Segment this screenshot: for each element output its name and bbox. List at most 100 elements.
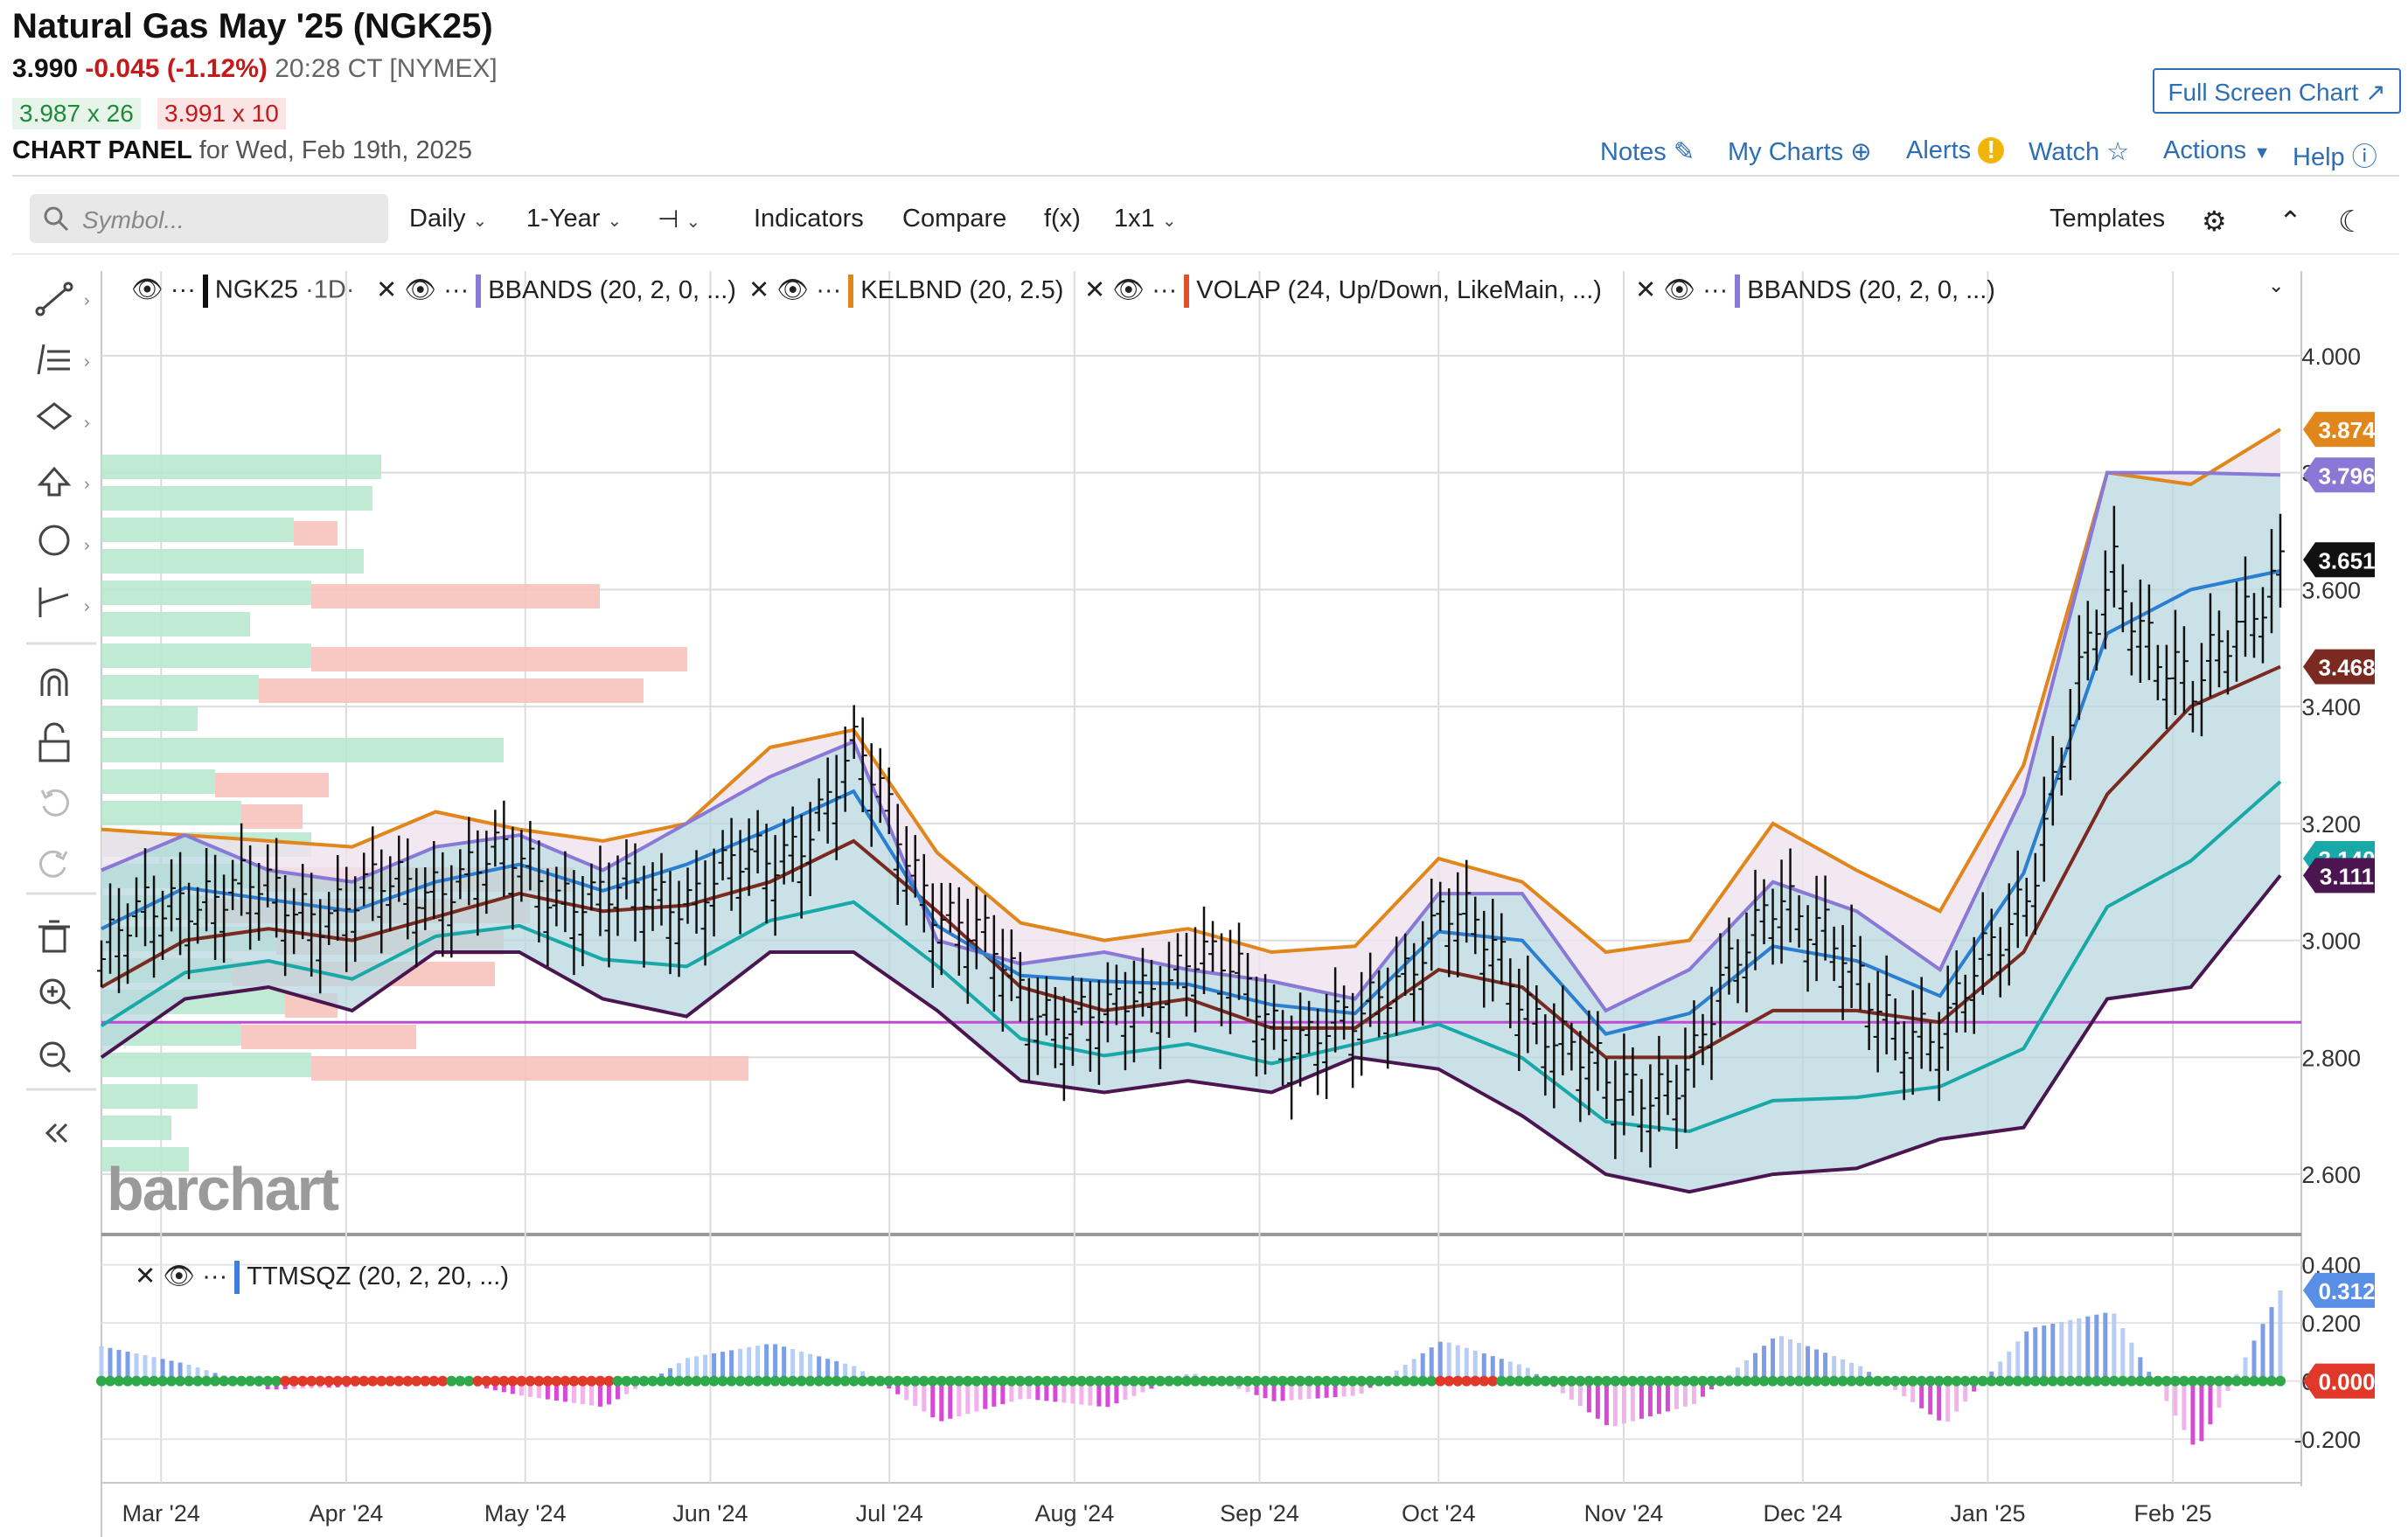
collapse-toolbar-icon[interactable]	[45, 1123, 68, 1144]
function-button[interactable]: f(x)	[1044, 205, 1081, 233]
trash-icon[interactable]	[38, 920, 70, 953]
momentum-bar	[2199, 1381, 2204, 1442]
legend-study-1[interactable]: ✕ 👁 ··· BBANDS (20, 2, 0, ...)	[376, 275, 736, 309]
eye-icon[interactable]: 👁	[131, 275, 164, 304]
watch-button[interactable]: Watch ☆	[2029, 136, 2129, 167]
shape-tool-icon[interactable]	[36, 402, 73, 430]
squeeze-dot	[909, 1375, 921, 1387]
legend-lower-study[interactable]: ✕ 👁 ··· TTMSQZ (20, 2, 20, ...)	[135, 1261, 509, 1295]
notes-button[interactable]: Notes ✎	[1600, 136, 1695, 167]
squeeze-dot	[874, 1375, 886, 1387]
close-icon[interactable]: ✕	[1635, 276, 1657, 304]
actions-menu[interactable]: Actions ▼	[2163, 136, 2271, 165]
unlock-icon[interactable]	[38, 722, 70, 762]
momentum-bar	[1841, 1359, 1846, 1381]
momentum-bar	[843, 1363, 848, 1381]
squeeze-dot	[647, 1375, 658, 1387]
squeeze-dot	[1356, 1375, 1368, 1387]
squeeze-dot	[1365, 1375, 1376, 1387]
squeeze-dot	[1400, 1375, 1411, 1387]
zoom-in-icon[interactable]	[39, 978, 72, 1011]
chart-type-select[interactable]: ⊣ ⌄	[658, 205, 700, 234]
legend-study-3[interactable]: ✕ 👁 ··· VOLAP (24, Up/Down, LikeMain, ..…	[1084, 275, 1602, 309]
compare-button[interactable]: Compare	[902, 205, 1007, 233]
legend-expand-icon[interactable]: ⌄	[2268, 275, 2285, 296]
eye-icon[interactable]: 👁	[1663, 276, 1696, 304]
arrow-tool-icon[interactable]	[37, 466, 72, 497]
squeeze-dot	[1881, 1375, 1892, 1387]
more-icon[interactable]: ···	[436, 276, 477, 304]
momentum-bar	[606, 1381, 611, 1405]
line-tool-icon[interactable]	[35, 282, 73, 316]
squeeze-dot	[1811, 1375, 1822, 1387]
redo-icon[interactable]	[39, 850, 68, 878]
momentum-bar	[817, 1356, 822, 1381]
more-icon[interactable]: ···	[1695, 276, 1736, 304]
more-icon[interactable]: ···	[163, 275, 203, 304]
squeeze-dot	[1190, 1375, 1201, 1387]
close-icon[interactable]: ✕	[376, 276, 398, 304]
squeeze-dot	[1479, 1375, 1490, 1387]
dark-mode-icon[interactable]: ☾	[2338, 205, 2365, 239]
momentum-bar	[1963, 1381, 1968, 1402]
magnet-icon[interactable]	[40, 668, 68, 696]
squeeze-dot	[332, 1375, 344, 1387]
squeeze-dot	[2231, 1375, 2242, 1387]
momentum-bar	[108, 1347, 113, 1381]
eye-icon[interactable]: 👁	[404, 276, 437, 304]
squeeze-dot	[586, 1375, 597, 1387]
momentum-bar	[1832, 1356, 1837, 1381]
squeeze-dot	[2108, 1375, 2119, 1387]
keltner-upper-line	[101, 428, 2282, 955]
momentum-bar	[755, 1346, 761, 1381]
more-icon[interactable]: ···	[1145, 276, 1185, 304]
momentum-bar	[782, 1346, 787, 1381]
bbands-upper-line	[101, 470, 2281, 1013]
range-select[interactable]: 1-Year ⌄	[526, 205, 622, 233]
legend-study-2[interactable]: ✕ 👁 ··· KELBND (20, 2.5)	[748, 275, 1063, 309]
number-tool-icon[interactable]	[38, 525, 70, 556]
momentum-bar	[125, 1351, 130, 1381]
symbol-search-input[interactable]	[30, 194, 388, 243]
volume-down-bar	[241, 804, 303, 829]
squeeze-dot	[1137, 1375, 1148, 1387]
close-icon[interactable]: ✕	[748, 276, 770, 304]
zoom-out-icon[interactable]	[39, 1041, 72, 1074]
squeeze-dot	[743, 1375, 755, 1387]
squeeze-dot	[1645, 1375, 1656, 1387]
more-icon[interactable]: ···	[809, 276, 849, 304]
momentum-bar	[834, 1360, 839, 1381]
my-charts-button[interactable]: My Charts ⊕	[1728, 136, 1872, 167]
squeeze-dot	[1312, 1375, 1324, 1387]
squeeze-dot	[2073, 1375, 2084, 1387]
close-icon[interactable]: ✕	[1084, 276, 1106, 304]
squeeze-dot	[734, 1375, 746, 1387]
fib-tool-icon[interactable]	[37, 344, 70, 375]
interval-select[interactable]: Daily ⌄	[409, 205, 487, 233]
alerts-button[interactable]: Alerts !	[1906, 136, 2005, 165]
eye-icon[interactable]: 👁	[1112, 276, 1145, 304]
undo-icon[interactable]	[40, 789, 69, 817]
x-tick-label: Apr '24	[310, 1500, 384, 1527]
full-screen-chart-button[interactable]: Full Screen Chart ↗	[2153, 68, 2401, 114]
collapse-up-icon[interactable]: ⌃	[2279, 205, 2302, 237]
legend-symbol[interactable]: 👁 ··· NGK25 ·1D·	[131, 275, 354, 308]
layout-select[interactable]: 1x1 ⌄	[1114, 205, 1177, 233]
squeeze-dot	[962, 1375, 973, 1387]
templates-button[interactable]: Templates	[2050, 205, 2166, 233]
indicators-button[interactable]: Indicators	[754, 205, 864, 233]
squeeze-dot	[1093, 1375, 1104, 1387]
eye-icon[interactable]: 👁	[776, 276, 810, 304]
squeeze-dot	[2265, 1375, 2277, 1387]
panel-title: CHART PANEL	[12, 136, 192, 164]
gear-icon[interactable]: ⚙	[2202, 205, 2227, 237]
eye-icon[interactable]: 👁	[163, 1262, 196, 1290]
more-icon[interactable]: ···	[195, 1262, 235, 1290]
legend-study-4[interactable]: ✕ 👁 ··· BBANDS (20, 2, 0, ...)	[1635, 275, 1995, 309]
squeeze-dot	[901, 1375, 912, 1387]
measure-tool-icon[interactable]	[38, 588, 69, 617]
help-button[interactable]: Help ⓘ	[2293, 136, 2377, 173]
close-icon[interactable]: ✕	[135, 1262, 157, 1290]
squeeze-dot	[560, 1375, 571, 1387]
